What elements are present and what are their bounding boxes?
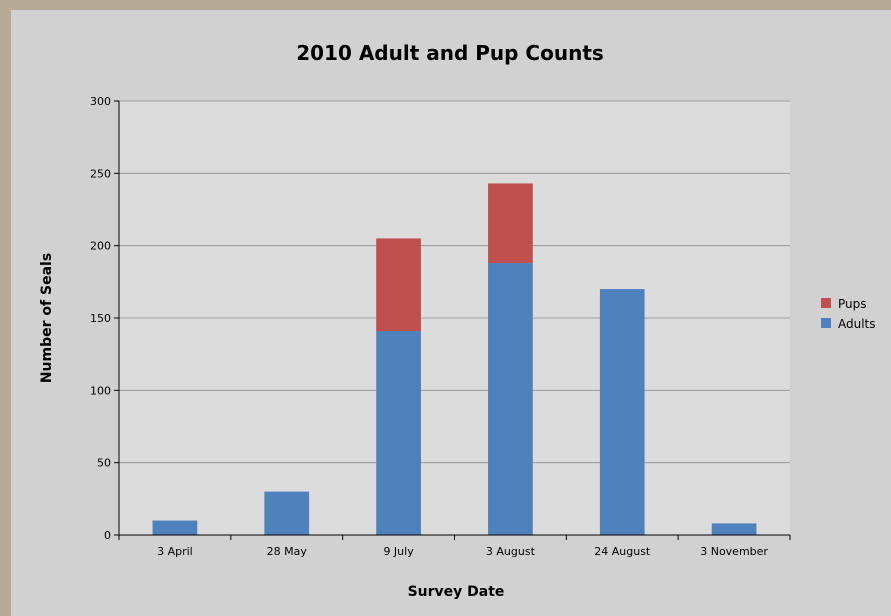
y-tick-label: 300 — [90, 95, 111, 108]
bar-chart: 2010 Adult and Pup Counts 0 50 100 150 200 25… — [39, 41, 876, 600]
bar-adults-0 — [152, 520, 198, 535]
y-axis-title: Number of Seals — [39, 253, 55, 383]
chart-frame: 2010 Adult and Pup Counts 0 50 100 150 200 25… — [11, 10, 891, 616]
bar-adults-1 — [264, 491, 310, 535]
legend: Pups Adults — [821, 297, 876, 331]
y-tick-label: 200 — [90, 240, 111, 253]
x-tick-label: 24 August — [594, 545, 651, 558]
x-tick-label: 3 April — [157, 545, 193, 558]
legend-label-pups: Pups — [838, 297, 867, 311]
y-tick-label: 0 — [104, 529, 111, 542]
x-axis-ticks: 3 April 28 May 9 July 3 August 24 August 3 No… — [118, 535, 791, 558]
legend-label-adults: Adults — [838, 317, 876, 331]
bars — [152, 183, 757, 535]
y-tick-label: 100 — [90, 384, 111, 397]
bar-adults-4 — [599, 289, 645, 535]
bar-pups-2 — [376, 238, 421, 332]
y-axis-ticks: 0 50 100 150 200 250 300 — [90, 95, 119, 542]
x-tick-label: 28 May — [267, 545, 308, 558]
bar-pups-3 — [488, 183, 533, 264]
y-tick-label: 250 — [90, 167, 111, 180]
y-tick-label: 150 — [90, 312, 111, 325]
bar-adults-2 — [376, 331, 421, 535]
x-tick-label: 9 July — [383, 545, 414, 558]
legend-swatch-pups — [821, 298, 831, 308]
legend-swatch-adults — [821, 318, 831, 328]
bar-adults-3 — [488, 263, 533, 535]
x-axis-title: Survey Date — [408, 584, 505, 600]
x-tick-label: 3 November — [700, 545, 768, 558]
gridlines — [119, 100, 790, 464]
bar-adults-5 — [711, 523, 757, 535]
y-tick-label: 50 — [97, 457, 111, 470]
x-tick-label: 3 August — [486, 545, 536, 558]
chart-title: 2010 Adult and Pup Counts — [296, 41, 604, 65]
